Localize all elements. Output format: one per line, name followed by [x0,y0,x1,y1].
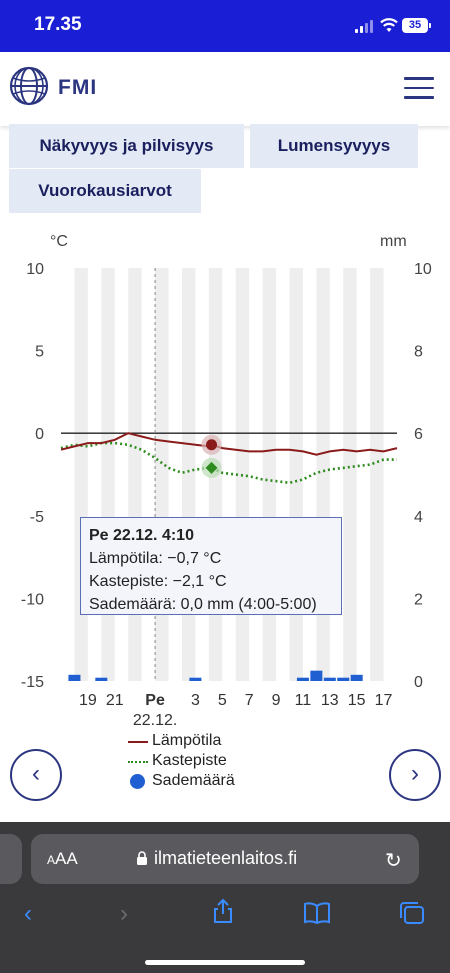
hour-stripe [262,268,277,681]
hour-stripe [181,268,196,681]
right-tick-label: 4 [414,509,423,526]
right-tick-label: 10 [414,261,432,278]
tab-daily-values[interactable]: Vuorokausiarvot [9,169,201,213]
x-tick-label: 13 [321,692,339,709]
temperature-line [60,432,398,456]
x-tick-label: 11 [295,692,312,709]
reload-icon[interactable]: ↻ [385,850,402,872]
x-tick-label: 15 [348,692,366,709]
hour-stripe [370,268,384,681]
wifi-icon [380,18,398,32]
right-tick-label: 6 [414,426,423,443]
tooltip-temperature: Lämpötila: −0,7 °C [89,550,222,567]
x-date-label: 22.12. [133,712,177,729]
x-tick-label: 7 [245,692,254,709]
legend-dewpoint-label: Kastepiste [152,752,227,769]
dewpoint-marker [205,461,218,474]
browser-toolbar: AAA ilmatieteenlaitos.fi ↻ ‹ › [0,822,450,973]
x-tick-label: 19 [79,692,97,709]
hour-stripe [128,268,142,681]
precipitation-bar [350,674,363,681]
precipitation-bar [68,674,81,681]
legend-precipitation-dot [130,774,145,789]
precipitation-bar [296,677,309,681]
hamburger-menu-icon[interactable] [404,77,434,99]
site-header: FMI [0,52,450,126]
hour-stripe [155,268,169,681]
previous-tab-preview[interactable] [0,834,22,884]
dewpoint-line [60,441,397,485]
precipitation-bar [337,677,350,681]
hour-stripe [74,268,88,681]
legend-item-dewpoint[interactable]: Kastepiste [128,751,235,771]
right-axis-unit: mm [380,233,407,250]
left-tick-label: 0 [35,426,44,443]
tab-snow-depth[interactable]: Lumensyvyys [250,124,418,168]
left-tick-label: -15 [21,674,44,691]
hour-stripe [101,268,115,681]
tab-visibility-clouds[interactable]: Näkyvyys ja pilvisyys [9,124,244,168]
reader-aa-button[interactable]: AAA [47,849,78,868]
left-tick-label: -5 [30,509,44,526]
hour-stripe [316,268,330,681]
legend-item-temperature[interactable]: Lämpötila [128,731,235,751]
next-button[interactable]: › [389,749,441,801]
tooltip-precipitation: Sademäärä: 0,0 mm (4:00-5:00) [89,596,317,613]
x-tick-label: 17 [375,692,393,709]
x-tick-label: 9 [272,692,281,709]
legend-temperature-line [128,741,148,743]
tabs-icon[interactable] [399,901,425,925]
hour-stripe [343,268,357,681]
chart-legend: Lämpötila Kastepiste Sademäärä [128,731,235,791]
url-text: ilmatieteenlaitos.fi [154,848,298,868]
precipitation-bar [95,677,108,681]
left-tick-label: 5 [35,344,44,361]
share-icon[interactable] [212,898,234,924]
tooltip-title: Pe 22.12. 4:10 [89,527,194,544]
legend-item-precipitation[interactable]: Sademäärä [128,771,235,791]
temperature-marker [206,439,218,451]
weather-chart[interactable]: °C mm 10 5 0 -5 -10 -15 10 8 6 4 2 0 19 21 Pe 3 5 7 9 11 13 15 1… [0,225,450,730]
chevron-left-icon: ‹ [32,760,40,787]
signal-icon [355,20,377,33]
legend-dewpoint-line [128,761,148,763]
left-tick-label: 10 [26,261,44,278]
right-tick-label: 2 [414,591,423,608]
chevron-right-icon: › [411,760,419,787]
status-time: 17.35 [34,14,82,35]
x-tick-label: 5 [218,692,227,709]
right-tick-label: 8 [414,344,423,361]
precipitation-bar [310,670,323,681]
hour-stripe [289,268,303,681]
tooltip-dewpoint: Kastepiste: −2,1 °C [89,573,227,590]
forward-icon[interactable]: › [120,900,128,927]
previous-button[interactable]: ‹ [10,749,62,801]
legend-temperature-label: Lämpötila [152,732,222,749]
chart-tooltip: Pe 22.12. 4:10 Lämpötila: −0,7 °C Kastep… [80,517,342,615]
x-tick-label: 3 [191,692,200,709]
status-bar: 17.35 35 [0,0,450,52]
precipitation-bar [323,677,336,681]
home-indicator [145,960,305,965]
x-tick-label: 21 [106,692,124,709]
bookmarks-icon[interactable] [304,902,330,924]
left-tick-label: -10 [21,591,44,608]
right-tick-label: 0 [414,674,423,691]
x-tick-label: Pe [145,692,165,709]
legend-precipitation-label: Sademäärä [152,772,235,789]
back-icon[interactable]: ‹ [24,900,32,927]
left-axis-unit: °C [50,233,68,250]
battery-icon: 35 [402,18,431,33]
brand-name[interactable]: FMI [58,76,98,99]
fmi-logo-icon[interactable] [9,66,49,106]
precipitation-bar [189,677,202,681]
address-bar[interactable]: AAA ilmatieteenlaitos.fi ↻ [31,834,419,884]
lock-icon [137,851,147,865]
